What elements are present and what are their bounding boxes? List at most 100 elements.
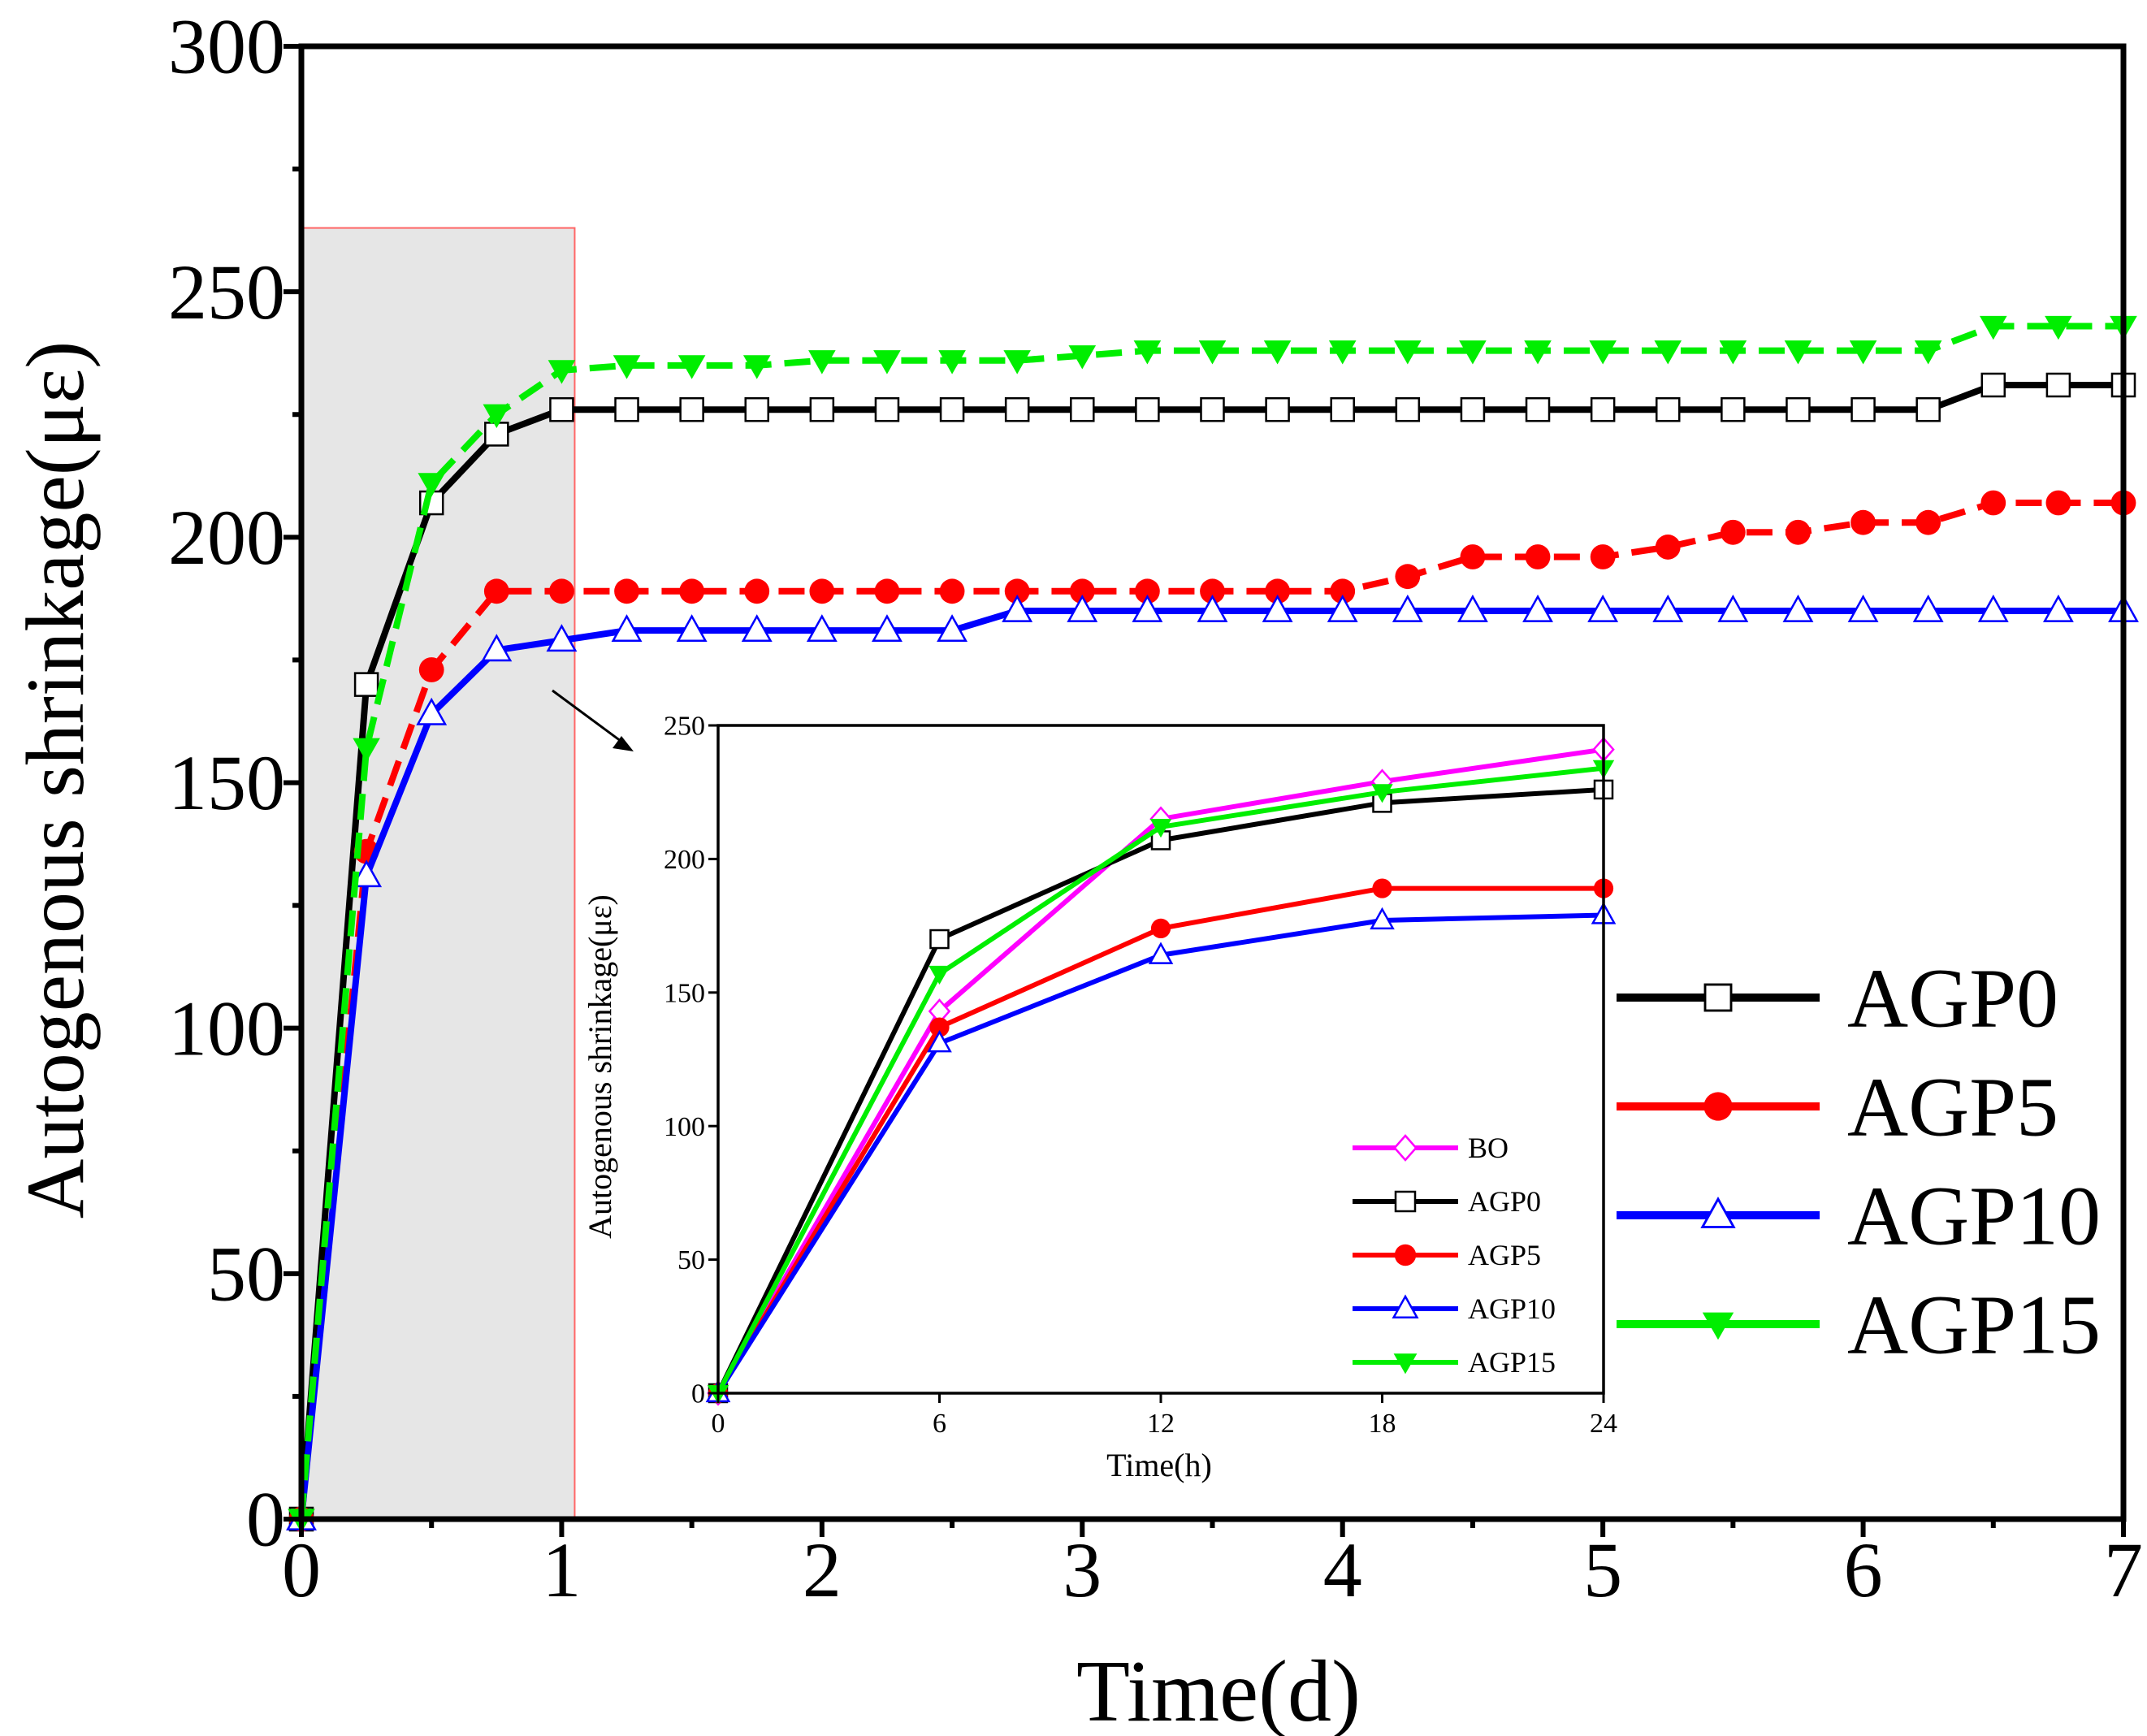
- main-point-agp10: [1652, 594, 1684, 622]
- inset-point-agp15: [928, 965, 950, 985]
- main-point-agp10: [1197, 594, 1228, 622]
- inset-legend-label: AGP0: [1468, 1185, 1541, 1218]
- inset-y-tick-label: 100: [664, 1112, 705, 1142]
- inset-series-group: [705, 736, 1617, 1406]
- inset-chart: 0 6 12 18 24 0 50 100 150 200 250 Time(h) Autogeno…: [582, 712, 1617, 1483]
- main-legend-swatch-marker: [1703, 1092, 1733, 1121]
- main-point-agp0: [1200, 396, 1225, 422]
- main-point-agp10: [937, 614, 968, 643]
- inset-legend-item-agp10: AGP10: [1353, 1292, 1556, 1325]
- main-point-agp0: [939, 396, 965, 422]
- main-point-agp5: [1004, 578, 1030, 604]
- main-point-agp10: [2042, 594, 2074, 622]
- inset-point-agp5: [1150, 918, 1171, 938]
- main-point-agp5: [1720, 519, 1746, 545]
- main-y-tick-label: 50: [207, 1230, 285, 1317]
- main-y-axis-title: Autogenous shrinkage(με): [10, 341, 102, 1219]
- main-y-tick-label: 150: [168, 739, 285, 826]
- main-point-agp0: [1135, 396, 1160, 422]
- main-point-agp10: [481, 634, 513, 662]
- main-point-agp5: [483, 578, 509, 604]
- inset-legend-label: AGP10: [1468, 1292, 1556, 1325]
- main-point-agp0: [1980, 372, 2006, 398]
- main-legend-item-agp5: AGP5: [1617, 1060, 2058, 1154]
- main-point-agp10: [1132, 594, 1163, 622]
- inset-legend-item-agp5: AGP5: [1353, 1239, 1541, 1271]
- inset-legend-swatch-marker: [1394, 1190, 1417, 1213]
- main-point-agp15: [1589, 340, 1617, 365]
- main-point-agp15: [353, 738, 380, 762]
- main-point-agp5: [1330, 578, 1356, 604]
- main-x-tick-label: 4: [1323, 1526, 1362, 1613]
- main-point-agp10: [1522, 594, 1553, 622]
- main-x-tick-label: 1: [542, 1526, 581, 1613]
- inset-legend-label: AGP5: [1468, 1239, 1541, 1271]
- inset-y-tick-label: 200: [664, 845, 705, 875]
- main-point-agp5: [1395, 564, 1421, 590]
- inset-legend-swatch-marker: [1394, 1244, 1417, 1266]
- main-legend-item-agp10: AGP10: [1617, 1169, 2101, 1262]
- main-point-agp15: [613, 355, 641, 379]
- main-point-agp10: [1847, 594, 1879, 622]
- main-legend-swatch-marker: [1700, 1197, 1736, 1228]
- inset-legend-label: BO: [1468, 1132, 1509, 1164]
- inset-pointer-arrow: [552, 689, 625, 745]
- inset-y-tick-label: 0: [691, 1379, 705, 1409]
- main-y-tick-label: 0: [246, 1476, 285, 1563]
- main-y-tick-label: 300: [168, 3, 285, 90]
- main-point-agp15: [1198, 340, 1227, 365]
- main-point-agp15: [1133, 340, 1162, 365]
- main-point-agp15: [1784, 340, 1812, 365]
- main-point-agp5: [614, 578, 639, 604]
- main-point-agp15: [2045, 315, 2072, 340]
- main-point-agp15: [1459, 340, 1487, 365]
- main-point-agp0: [484, 422, 509, 447]
- main-point-agp5: [418, 657, 444, 682]
- main-point-agp5: [1265, 578, 1291, 604]
- main-point-agp10: [741, 614, 773, 643]
- main-x-axis-title: Time(d): [1076, 1643, 1361, 1736]
- main-point-agp15: [1394, 340, 1422, 365]
- main-point-agp0: [353, 672, 379, 697]
- inset-y-axis-title: Autogenous shrinkage(με): [582, 894, 618, 1239]
- inset-axis-ticks: 0 6 12 18 24 0 50 100 150 200 250: [664, 712, 1617, 1439]
- main-x-tick-label: 2: [803, 1526, 842, 1613]
- main-point-agp15: [1068, 345, 1097, 370]
- main-legend-item-agp15: AGP15: [1617, 1278, 2101, 1371]
- main-y-tick-label: 250: [168, 249, 285, 336]
- main-point-agp0: [744, 396, 770, 422]
- inset-y-tick-label: 50: [677, 1245, 705, 1275]
- main-point-agp10: [1457, 594, 1488, 622]
- inset-point-agp15: [1371, 784, 1393, 803]
- main-point-agp5: [1069, 578, 1095, 604]
- main-point-agp15: [808, 350, 836, 374]
- main-legend-label: AGP5: [1847, 1060, 2058, 1154]
- main-legend-swatch-marker: [1703, 983, 1733, 1012]
- inset-legend-label: AGP15: [1468, 1346, 1556, 1379]
- main-point-agp0: [1330, 396, 1355, 422]
- main-x-tick-label: 0: [282, 1526, 321, 1613]
- inset-legend-swatch-marker: [1393, 1134, 1418, 1162]
- main-legend-label: AGP0: [1847, 951, 2058, 1045]
- main-point-agp10: [1717, 594, 1749, 622]
- inset-pointer-arrowhead: [613, 736, 634, 751]
- main-point-agp15: [1719, 340, 1747, 365]
- inset-y-tick-label: 250: [664, 712, 705, 742]
- main-point-agp5: [939, 578, 965, 604]
- main-point-agp15: [873, 350, 901, 374]
- inset-x-tick-label: 24: [1590, 1409, 1617, 1439]
- main-point-agp0: [1915, 396, 1941, 422]
- inset-point-agp0: [929, 929, 950, 950]
- main-point-agp0: [1590, 396, 1616, 422]
- main-legend-item-agp0: AGP0: [1617, 951, 2058, 1045]
- main-series-agp15: [288, 315, 2137, 1533]
- main-point-agp10: [1782, 594, 1814, 622]
- inset-point-agp10: [927, 1029, 952, 1053]
- main-point-agp5: [1460, 544, 1486, 569]
- inset-x-tick-label: 18: [1369, 1409, 1396, 1439]
- main-legend: AGP0 AGP5 AGP10 AGP15: [1617, 951, 2101, 1371]
- main-point-agp0: [1655, 396, 1681, 422]
- inset-x-axis-title: Time(h): [1106, 1447, 1212, 1483]
